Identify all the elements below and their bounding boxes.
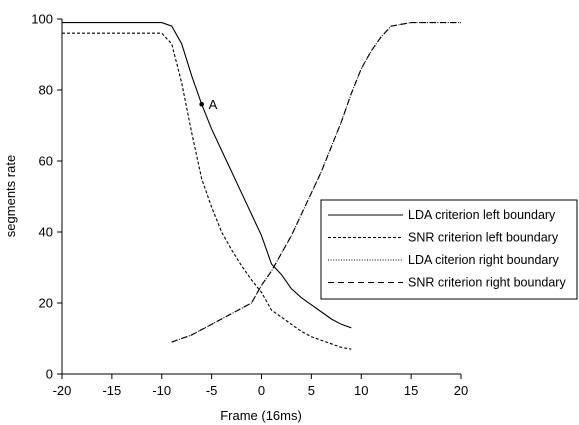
series-line-2 xyxy=(62,32,352,350)
y-tick-label: 80 xyxy=(39,83,53,98)
series-line-1 xyxy=(62,22,352,329)
axes xyxy=(61,19,461,375)
y-tick-label: 0 xyxy=(46,367,53,382)
y-tick-label: 20 xyxy=(39,296,53,311)
annotation-label: A xyxy=(209,97,218,112)
x-tick-label: 20 xyxy=(454,383,468,398)
legend-entry: SNR criterion right boundary xyxy=(408,276,566,290)
y-axis-label: segments rate xyxy=(3,155,18,237)
y-tick-label: 40 xyxy=(39,225,53,240)
x-tick-label: -10 xyxy=(152,383,171,398)
series-line-4 xyxy=(171,22,461,343)
x-tick-label: 15 xyxy=(404,383,418,398)
legend-entry: LDA citerion right boundary xyxy=(408,253,560,267)
x-tick-label: 0 xyxy=(258,383,265,398)
x-tick-label: 10 xyxy=(354,383,368,398)
legend-entry: SNR criterion left boundary xyxy=(408,231,559,245)
annotations: A xyxy=(199,97,218,112)
x-tick-label: -5 xyxy=(206,383,218,398)
x-tick-label: 5 xyxy=(308,383,315,398)
series-line-3 xyxy=(171,22,461,343)
y-tick-label: 100 xyxy=(31,12,53,27)
series-lines xyxy=(62,22,461,350)
x-tick-label: -20 xyxy=(53,383,72,398)
legend: LDA criterion left boundary SNR criterion… xyxy=(320,199,578,300)
x-axis-label: Frame (16ms) xyxy=(220,408,302,423)
legend-entry: LDA criterion left boundary xyxy=(408,208,556,222)
ticks: -20 -15 -10 -5 0 5 10 15 20 0 20 40 60 80 100 xyxy=(31,12,468,399)
x-tick-label: -15 xyxy=(102,383,121,398)
y-tick-label: 60 xyxy=(39,154,53,169)
annotation-point xyxy=(199,101,204,107)
